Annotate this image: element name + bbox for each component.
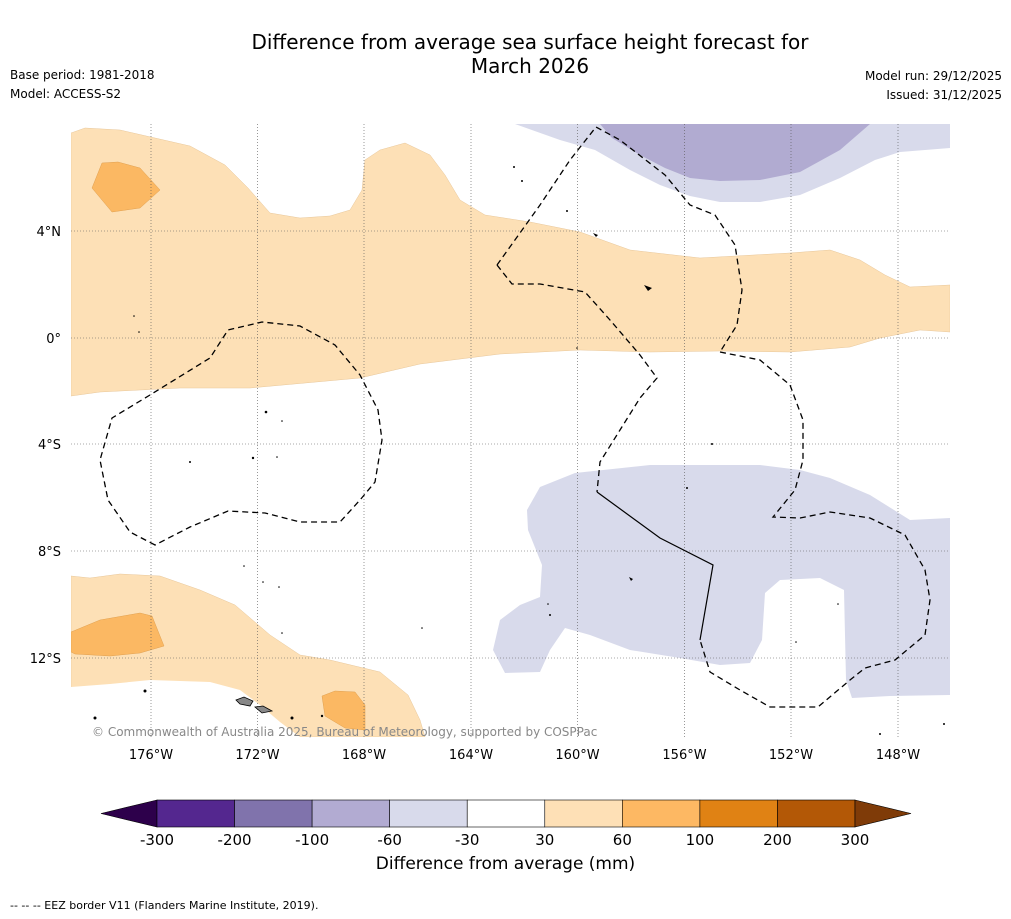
lon-label: 160°W (555, 748, 599, 763)
islands (93, 166, 945, 735)
colorbar-bin (234, 799, 313, 828)
eez-line-islands-south (496, 264, 658, 493)
colorbar-bin (156, 799, 235, 828)
negative-anomaly-region-south (493, 465, 950, 698)
lat-label: 12°S (30, 652, 61, 667)
lat-label: 8°S (38, 545, 61, 560)
colorbar-tick-label: 300 (841, 831, 870, 849)
copyright-notice: © Commonwealth of Australia 2025, Bureau… (92, 725, 597, 739)
samoa-island-savaii (235, 696, 254, 707)
colorbar-tick-label: -300 (140, 831, 174, 849)
title-line-2: March 2026 (470, 54, 590, 78)
colorbar-tick-label: 30 (535, 831, 554, 849)
colorbar-tick-label: 100 (686, 831, 715, 849)
colorbar-tick-labels: -300 -200 -100 -60 -30 30 60 100 200 300 (140, 831, 869, 849)
samoa-island-upolu (254, 705, 274, 714)
latitude-labels: 4°N 0° 4°S 8°S 12°S (30, 225, 61, 667)
lon-label: 156°W (662, 748, 706, 763)
colorbar-bin (777, 799, 856, 828)
positive-anomaly-patch-s (321, 690, 366, 731)
left-metadata: Base period: 1981-2018 Model: ACCESS-S2 (10, 66, 155, 104)
lon-label: 172°W (235, 748, 279, 763)
positive-anomaly-band-sw-lower-edge (71, 680, 300, 737)
model-run: Model run: 29/12/2025 (864, 69, 1002, 83)
right-metadata: Model run: 29/12/2025 Issued: 31/12/2025 (865, 67, 1002, 105)
model-name: Model: ACCESS-S2 (10, 87, 122, 101)
positive-anomaly-band-north (71, 127, 950, 397)
map-title: Difference from average sea surface heig… (200, 30, 860, 78)
lon-label: 148°W (876, 748, 920, 763)
colorbar-tick-label: -30 (455, 831, 480, 849)
lon-label: 164°W (449, 748, 493, 763)
eez-footnote: -- -- -- EEZ border V11 (Flanders Marine… (10, 899, 319, 912)
eez-tokelau-samoa (99, 321, 383, 546)
colorbar-tick-label: -100 (295, 831, 329, 849)
colorbar-tick-label: -60 (377, 831, 402, 849)
colorbar-tick-label: 200 (763, 831, 792, 849)
positive-anomaly-patch-nw (91, 161, 161, 213)
colorbar-tick-label: -200 (218, 831, 252, 849)
colorbar-bin (311, 799, 390, 828)
lon-label: 152°W (769, 748, 813, 763)
map-fields (71, 124, 950, 737)
colorbar-bin (699, 799, 778, 828)
issued-date: Issued: 31/12/2025 (886, 88, 1002, 102)
negative-anomaly-core-north (600, 124, 870, 181)
lon-label: 168°W (342, 748, 386, 763)
positive-anomaly-patch-sw (71, 612, 165, 657)
longitude-labels: 176°W 172°W 168°W 164°W 160°W 156°W 152°… (129, 748, 920, 763)
colorbar-bin (466, 799, 546, 828)
lon-label: 176°W (129, 748, 173, 763)
lat-label: 4°N (37, 225, 62, 240)
eez-solid-border (596, 491, 714, 641)
eez-borders (99, 126, 931, 708)
base-period: Base period: 1981-2018 (10, 68, 155, 82)
colorbar-bin (622, 799, 701, 828)
colorbar-tick-label: 60 (613, 831, 632, 849)
eez-french-polynesia (699, 351, 931, 708)
sea-surface-map: 4°N 0° 4°S 8°S 12°S 176°W 172°W 168°W 16… (30, 124, 950, 849)
colorbar-under-arrow (100, 799, 158, 828)
colorbar-bin (389, 799, 468, 828)
colorbar-over-arrow (854, 799, 912, 828)
colorbar-title: Difference from average (mm) (375, 854, 636, 874)
lat-label: 0° (46, 332, 61, 347)
colorbar-bin (544, 799, 623, 828)
title-line-1: Difference from average sea surface heig… (251, 30, 809, 54)
colorbar (100, 799, 912, 828)
eez-line-islands-north (496, 126, 743, 353)
lat-label: 4°S (38, 438, 61, 453)
